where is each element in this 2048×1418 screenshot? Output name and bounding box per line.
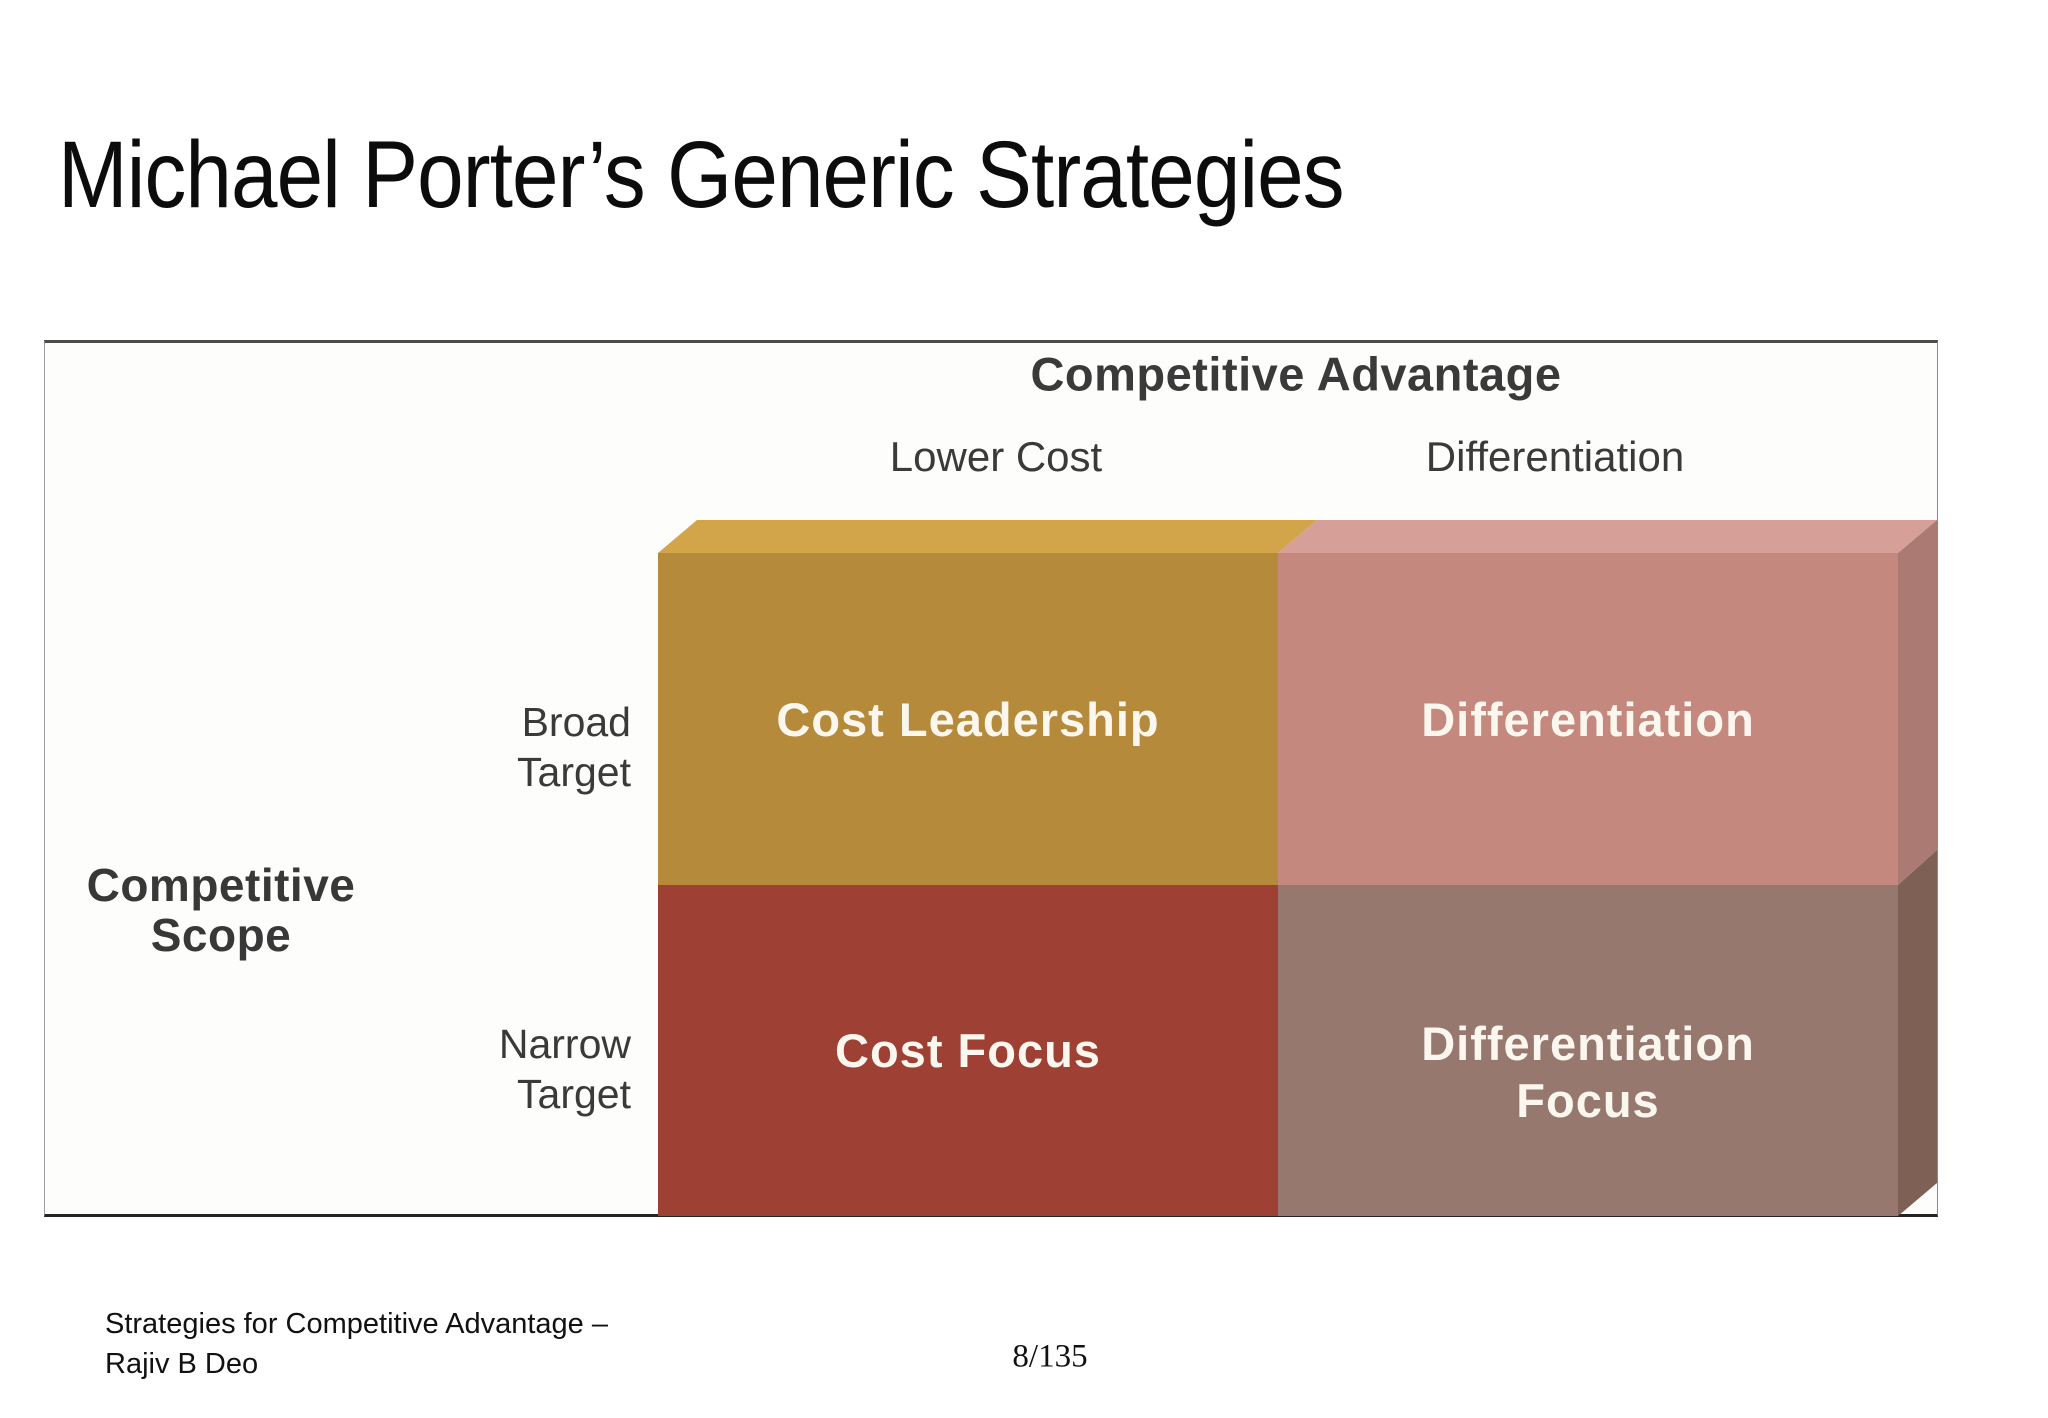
broad-target-line2: Target [517,749,631,795]
competitive-advantage-header: Competitive Advantage [1030,347,1562,401]
strategy-matrix-box: Competitive Advantage Lower Cost Differe… [44,340,1938,1217]
column-label-differentiation: Differentiation [1425,433,1685,480]
quadrant-differentiation-focus-line1: Differentiation [1421,1016,1755,1070]
column-label-lower-cost: Lower Cost [889,433,1103,480]
footer-credit: Strategies for Competitive Advantage – R… [105,1304,608,1384]
quadrant-cost-leadership: Cost Leadership [658,553,1278,885]
quadrant-cost-leadership-label: Cost Leadership [776,692,1160,746]
row-label-narrow-target: Narrow Target [499,1019,631,1119]
page-number: 8/135 [1012,1338,1088,1375]
narrow-target-line1: Narrow [498,1021,631,1067]
bevel-top-rose [1278,520,1937,553]
competitive-scope-axis-title: Competitive Scope [45,860,397,960]
quadrant-differentiation-focus-line2: Focus [1516,1073,1660,1127]
bevel-top-gold [658,520,1317,553]
side-face-rose [1898,520,1937,885]
quadrant-cost-focus: Cost Focus [658,885,1278,1216]
quadrant-differentiation-label: Differentiation [1421,692,1755,746]
side-face-mauve [1898,850,1937,1216]
slide-title: Michael Porter’s Generic Strategies [58,122,1345,228]
broad-target-line1: Broad [521,699,631,745]
row-label-broad-target: Broad Target [517,697,631,797]
quadrant-differentiation-focus: Differentiation Focus [1278,885,1898,1216]
footer-credit-line1: Strategies for Competitive Advantage – [105,1308,608,1340]
quadrant-differentiation: Differentiation [1278,553,1898,885]
narrow-target-line2: Target [517,1071,631,1117]
footer-credit-line2: Rajiv B Deo [105,1348,259,1380]
quadrant-cost-focus-label: Cost Focus [835,1024,1101,1077]
scope-line2: Scope [150,909,292,961]
scope-line1: Competitive [86,859,356,911]
